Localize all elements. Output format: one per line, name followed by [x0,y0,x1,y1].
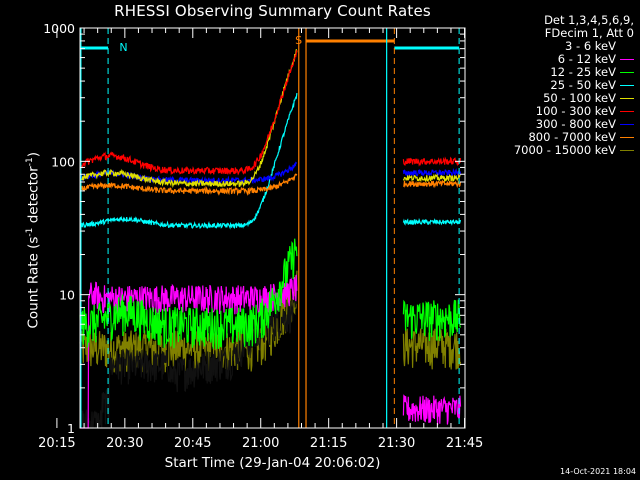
legend-swatch-2 [620,72,634,73]
series-line-2-seg1 [79,238,298,350]
series-line-0-seg1 [79,296,298,429]
legend-item-1: 6 - 12 keV [514,53,634,66]
series-line-4-seg2 [402,172,461,183]
legend: Det 1,3,4,5,6,9, FDecim 1, Att 0 3 - 6 k… [514,14,634,157]
legend-label-7: 800 - 7000 keV [528,130,616,144]
series-line-4-seg1 [79,49,298,189]
legend-rows: 3 - 6 keV 6 - 12 keV 12 - 25 keV 25 - 50 ke… [514,40,634,157]
x-tick-label-3: 21:00 [242,436,279,451]
x-axis-label: Start Time (29-Jan-04 20:06:02) [164,455,381,471]
legend-item-4: 50 - 100 keV [514,92,634,105]
series-line-1-seg2 [402,394,462,426]
legend-swatch-1 [620,59,634,60]
y-tick-label-3: 1000 [43,21,75,36]
y-tick-label-0: 1 [67,421,75,436]
legend-swatch-5 [620,111,634,112]
series-line-8-seg2 [402,327,462,370]
series-line-6-seg2 [402,168,462,177]
legend-header-line2: FDecim 1, Att 0 [544,26,634,40]
x-tick-label-5: 21:30 [378,436,415,451]
chart-title: RHESSI Observing Summary Count Rates [114,2,431,20]
series-line-5-seg1 [79,50,298,176]
legend-label-3: 25 - 50 keV [550,78,616,92]
series-line-2-seg2 [402,299,462,341]
x-tick-label-6: 21:45 [446,436,483,451]
legend-label-4: 50 - 100 keV [543,91,616,105]
legend-header-line1: Det 1,3,4,5,6,9, [544,13,634,27]
legend-swatch-7 [620,137,634,138]
series-line-3-seg2 [402,217,462,226]
series-line-5-seg2 [402,156,462,167]
legend-label-8: 7000 - 15000 keV [513,143,616,157]
series-line-1-seg1 [80,274,298,429]
night-marker-label: N [119,41,127,54]
x-tick-label-1: 20:30 [106,436,143,451]
plot-frame [79,27,466,429]
legend-item-8: 7000 - 15000 keV [514,144,634,157]
y-tick-label-1: 10 [59,288,75,303]
legend-swatch-6 [620,124,634,125]
y-tick-label-2: 100 [51,154,75,169]
series-line-3-seg1 [79,93,298,230]
legend-item-3: 25 - 50 keV [514,79,634,92]
x-tick-label-4: 21:15 [310,436,347,451]
footer-date: 14-Oct-2021 18:04 [560,467,636,476]
legend-item-6: 300 - 800 keV [514,118,634,131]
legend-item-0: 3 - 6 keV [514,40,634,53]
x-tick-label-0: 20:15 [38,436,75,451]
legend-item-2: 12 - 25 keV [514,66,634,79]
legend-item-7: 800 - 7000 keV [514,131,634,144]
legend-label-1: 6 - 12 keV [557,52,616,66]
x-tick-label-2: 20:45 [174,436,211,451]
series-line-7-seg1 [79,173,298,197]
legend-label-0: 3 - 6 keV [565,39,616,53]
legend-label-6: 300 - 800 keV [535,117,616,131]
y-axis-label: Count Rate (s-1 detector-1) [24,152,42,329]
legend-swatch-8 [620,150,634,151]
legend-label-5: 100 - 300 keV [535,104,616,118]
series-line-7-seg2 [402,179,462,189]
legend-swatch-3 [620,85,634,86]
legend-label-2: 12 - 25 keV [550,65,616,79]
legend-item-5: 100 - 300 keV [514,105,634,118]
legend-swatch-4 [620,98,634,99]
